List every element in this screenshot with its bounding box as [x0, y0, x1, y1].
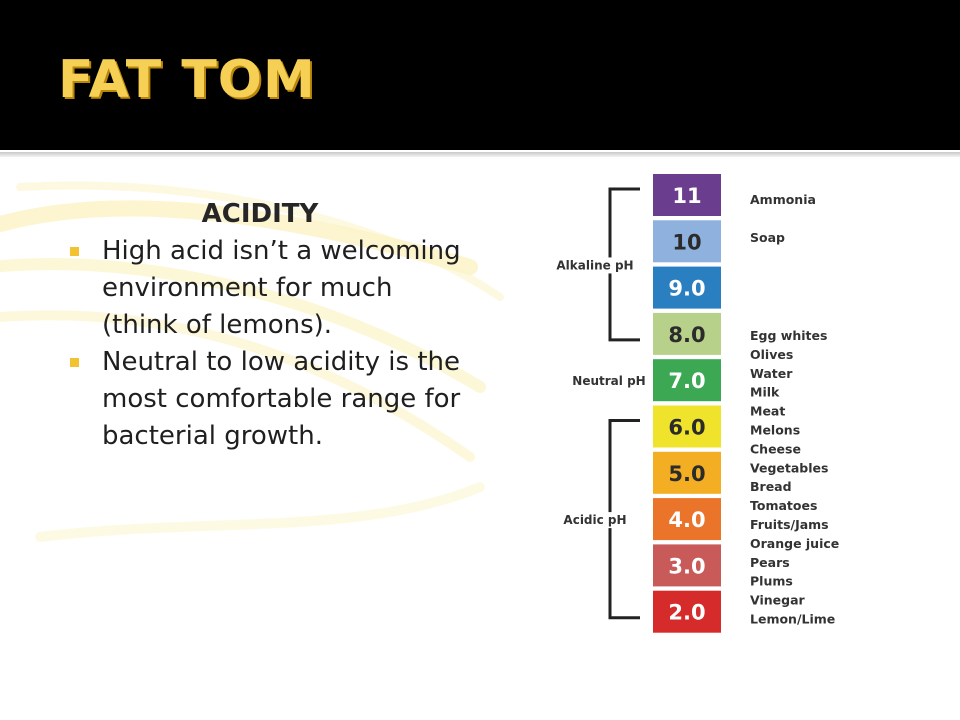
ph-level-box — [653, 312, 721, 355]
example-label: Pears — [750, 555, 790, 570]
ph-level-label: 11 — [672, 184, 701, 208]
ph-level-box — [653, 174, 721, 216]
ph-level-label: 9.0 — [668, 277, 705, 301]
example-label: Olives — [750, 347, 793, 362]
background-swirl-decoration — [0, 181, 504, 542]
ph-level-label: 7.0 — [668, 369, 705, 393]
example-label: Meat — [750, 404, 785, 419]
title-divider — [0, 152, 960, 157]
bullet-text: High acid isn’t a welcoming environment … — [102, 236, 461, 340]
ph-level-label: 6.0 — [668, 416, 705, 440]
example-label: Soap — [750, 230, 785, 245]
ph-level-box — [653, 359, 721, 402]
bullet-item: High acid isn’t a welcoming environment … — [60, 233, 462, 344]
ph-level-box — [653, 498, 721, 541]
example-label: Vegetables — [750, 460, 828, 475]
ph-level-box — [653, 544, 721, 587]
bullet-item: Neutral to low acidity is the most comfo… — [60, 344, 462, 455]
ph-level-label: 3.0 — [668, 554, 705, 578]
bullet-text: Neutral to low acidity is the most comfo… — [102, 347, 461, 451]
ph-level-label: 5.0 — [668, 462, 705, 486]
group-label: Neutral pH — [572, 374, 645, 388]
example-label: Fruits/Jams — [750, 517, 829, 532]
example-label: Water — [750, 366, 793, 381]
bullet-square-icon — [70, 247, 79, 256]
ph-level-box — [653, 220, 721, 263]
group-label-backing — [555, 257, 636, 274]
slide-title: FAT TOM — [58, 50, 316, 110]
example-label: Bread — [750, 479, 792, 494]
example-label: Egg whites — [750, 328, 827, 343]
example-label: Milk — [750, 385, 780, 400]
example-label: Cheese — [750, 441, 801, 456]
group-label: Alkaline pH — [556, 258, 633, 272]
bullet-square-icon — [70, 358, 79, 367]
example-label: Tomatoes — [750, 498, 817, 513]
ph-level-box — [653, 590, 721, 633]
example-label: Lemon/Lime — [750, 612, 835, 627]
example-label: Plums — [750, 574, 793, 589]
title-bar — [0, 0, 960, 150]
acidity-text-panel: ACIDITY High acid isn’t a welcoming envi… — [60, 195, 490, 455]
example-label: Melons — [750, 423, 800, 438]
group-label-backing — [561, 512, 629, 529]
example-label: Vinegar — [750, 593, 805, 608]
ph-level-label: 10 — [672, 230, 701, 254]
ph-level-label: 2.0 — [668, 601, 705, 625]
ph-level-box — [653, 405, 721, 448]
section-heading: ACIDITY — [201, 199, 319, 229]
ph-scale-chart: 11 10 9.0 8.0 7.0 6.0 5.0 4.0 3.0 2.0 Alkaline pH N… — [555, 174, 839, 633]
group-label: Acidic pH — [563, 513, 626, 527]
ph-level-box — [653, 451, 721, 494]
example-label: Orange juice — [750, 536, 839, 551]
ph-level-box — [653, 266, 721, 309]
example-label: Ammonia — [750, 192, 816, 207]
ph-level-label: 8.0 — [668, 323, 705, 347]
ph-level-label: 4.0 — [668, 508, 705, 532]
bullet-list: High acid isn’t a welcoming environment … — [60, 233, 490, 455]
